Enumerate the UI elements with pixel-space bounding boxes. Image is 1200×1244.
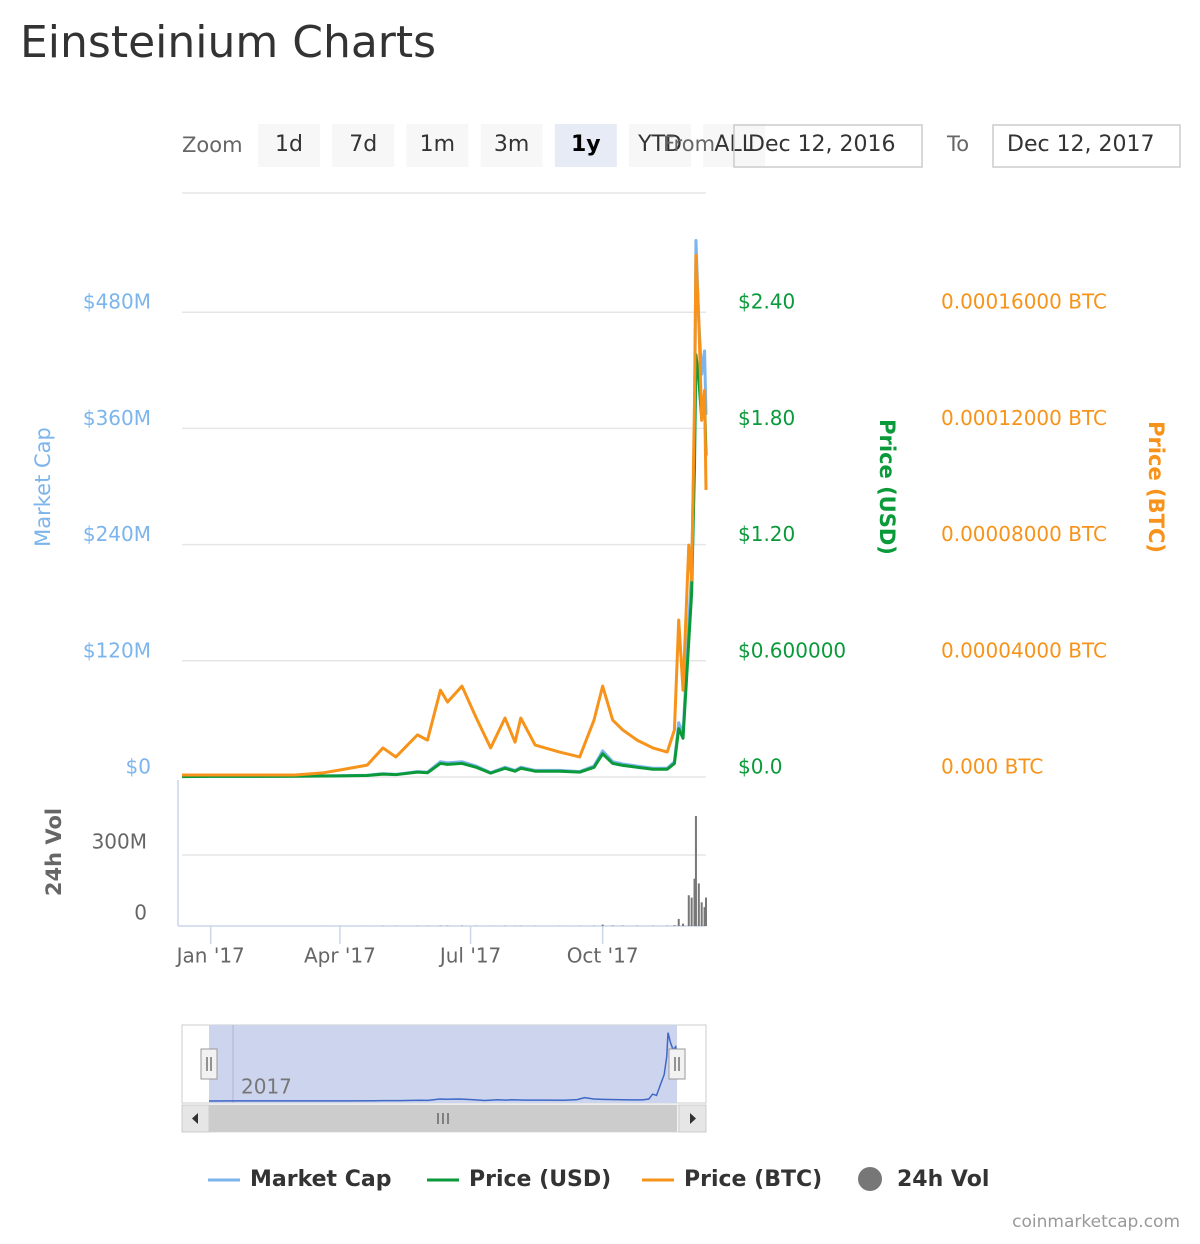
legend-swatch: [858, 1167, 882, 1191]
volume-bar: [678, 919, 680, 926]
series-line: [182, 355, 706, 777]
legend-label[interactable]: 24h Vol: [897, 1167, 989, 1192]
to-label: To: [946, 132, 969, 156]
volume-bar: [701, 902, 703, 926]
y-tick-label: 0.00008000 BTC: [941, 522, 1107, 546]
volume-bar: [673, 925, 675, 926]
y-tick-label: $2.40: [738, 290, 795, 314]
zoom-button-label[interactable]: 1y: [571, 132, 601, 157]
x-tick-label: Oct '17: [567, 944, 639, 968]
navigator-handle-left[interactable]: [201, 1049, 217, 1079]
legend-label[interactable]: Price (USD): [469, 1167, 611, 1192]
y-tick-label: $480M: [83, 290, 151, 314]
zoom-button-label[interactable]: 1m: [420, 132, 455, 157]
series-line: [182, 255, 706, 775]
y2-axis-title: Price (USD): [875, 419, 899, 555]
zoom-button-label[interactable]: 1d: [275, 132, 303, 157]
x-tick-label: Jan '17: [175, 944, 245, 968]
y-tick-label: $240M: [83, 522, 151, 546]
y-tick-label: 300M: [92, 830, 147, 854]
to-date[interactable]: Dec 12, 2017: [1007, 132, 1155, 157]
volume-bar: [705, 898, 707, 926]
from-date[interactable]: Dec 12, 2016: [748, 132, 896, 157]
navigator: 2017: [182, 1025, 706, 1103]
volume-bar: [688, 895, 690, 926]
y3-axis-title: Price (BTC): [1144, 421, 1168, 553]
y-tick-label: $1.20: [738, 522, 795, 546]
volume-bar: [602, 925, 604, 926]
y-tick-label: 0.000 BTC: [941, 755, 1043, 779]
zoom-button-label[interactable]: 3m: [494, 132, 529, 157]
volume-bar: [698, 883, 700, 926]
y-tick-label: 0: [134, 901, 147, 925]
y-tick-label: $1.80: [738, 406, 795, 430]
from-label: From: [663, 132, 715, 156]
volume-bar: [691, 898, 693, 926]
legend: Market Cap Price (USD) Price (BTC) 24h Vol: [208, 1167, 989, 1192]
y-tick-label: 0.00016000 BTC: [941, 290, 1107, 314]
y-tick-label: 0.00012000 BTC: [941, 406, 1107, 430]
y-tick-label: 0.00004000 BTC: [941, 638, 1107, 662]
x-tick-label: Jul '17: [438, 944, 501, 968]
legend-label[interactable]: Price (BTC): [684, 1167, 822, 1192]
y-tick-label: $0: [126, 755, 151, 779]
legend-label[interactable]: Market Cap: [250, 1167, 391, 1192]
y-tick-label: $0.600000: [738, 638, 846, 662]
y-tick-label: $360M: [83, 406, 151, 430]
y-axis-title: Market Cap: [31, 427, 55, 547]
y-axis-title: 24h Vol: [42, 808, 66, 896]
navigator-handle-right[interactable]: [669, 1049, 685, 1079]
volume-bar: [695, 816, 697, 926]
y-tick-label: $0.0: [738, 755, 783, 779]
volume-bar: [682, 924, 684, 926]
page-title: Einsteinium Charts: [20, 17, 436, 68]
credit[interactable]: coinmarketcap.com: [1012, 1212, 1180, 1232]
y-tick-label: $120M: [83, 638, 151, 662]
zoom-label: Zoom: [182, 133, 243, 157]
navigator-label: 2017: [241, 1075, 292, 1099]
zoom-button-label[interactable]: 7d: [349, 132, 377, 157]
x-tick-label: Apr '17: [304, 944, 376, 968]
